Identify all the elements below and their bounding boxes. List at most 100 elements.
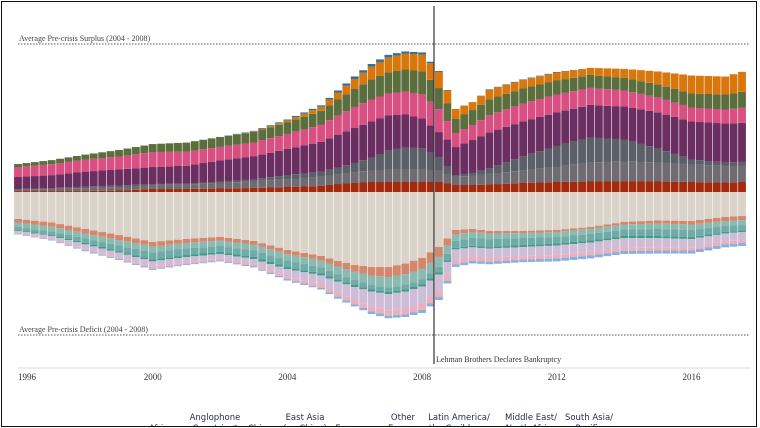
surplus-bar-africa	[224, 135, 233, 146]
surplus-bar-other-europe	[334, 184, 342, 192]
surplus-bar-china	[89, 171, 98, 187]
deficit-bar-latin-america-the-caribbean	[477, 247, 485, 258]
deficit-bar-other-europe	[190, 242, 199, 248]
surplus-bar-eurozone	[468, 172, 477, 176]
deficit-bar-other-europe	[342, 269, 351, 278]
deficit-bar-other-europe	[384, 277, 393, 288]
deficit-bar-eurozone	[392, 265, 401, 276]
deficit-bar-other-europe	[409, 271, 418, 283]
surplus-bar-east-asia-ex-china	[384, 169, 393, 183]
deficit-bar-africa	[241, 255, 250, 258]
deficit-bar-south-asia-pacific	[190, 263, 199, 265]
surplus-bar-middle-east-north-africa	[620, 90, 629, 107]
deficit-bar-middle-east-north-africa	[603, 231, 612, 239]
surplus-bar-latin-america-the-caribbean	[451, 108, 460, 119]
surplus-bar-middle-east-north-africa	[283, 133, 292, 149]
deficit-bar-latin-america-the-caribbean	[342, 284, 351, 297]
surplus-bar-china	[679, 119, 687, 157]
surplus-bar-other-europe	[98, 190, 107, 192]
surplus-bar-africa	[637, 81, 645, 94]
deficit-bar-africa	[679, 236, 687, 239]
surplus-bar-south-asia-pacific	[519, 79, 528, 80]
surplus-bar-other-europe	[679, 181, 687, 193]
deficit-bar-other-europe	[603, 226, 612, 232]
deficit-bar-other-europe	[460, 233, 469, 240]
deficit-bar-africa	[89, 244, 98, 247]
deficit-bar-east-asia-ex-china	[662, 247, 671, 251]
surplus-bar-africa	[98, 152, 107, 159]
surplus-bar-other-europe	[131, 189, 140, 192]
surplus-bar-east-asia-ex-china	[39, 189, 48, 192]
surplus-bar-middle-east-north-africa	[30, 165, 39, 177]
deficit-bar-africa	[721, 231, 730, 234]
surplus-bar-other-europe	[544, 182, 553, 192]
surplus-bar-africa	[679, 91, 687, 105]
deficit-bar-east-asia-ex-china	[519, 256, 528, 260]
surplus-bar-south-asia-pacific	[266, 125, 275, 126]
deficit-bar-south-asia-pacific	[376, 313, 384, 317]
surplus-bar-eurozone	[401, 147, 410, 170]
deficit-bar-other-europe	[308, 258, 317, 266]
surplus-bar-china	[182, 165, 191, 184]
deficit-bar-east-asia-ex-china	[131, 262, 140, 265]
deficit-bar-middle-east-north-africa	[207, 246, 216, 253]
deficit-bar-anglophone-countries	[359, 192, 368, 267]
surplus-bar-latin-america-the-caribbean	[325, 99, 334, 106]
surplus-bar-china	[325, 138, 334, 170]
surplus-bar-china	[426, 125, 435, 153]
surplus-bar-other-europe	[561, 181, 570, 193]
surplus-bar-eurozone	[30, 188, 39, 190]
surplus-bar-eurozone	[611, 138, 620, 162]
surplus-bar-other-europe	[224, 188, 233, 192]
surplus-bar-other-europe	[569, 181, 578, 192]
deficit-bar-south-asia-pacific	[207, 261, 216, 263]
surplus-bar-east-asia-ex-china	[687, 164, 696, 183]
deficit-bar-latin-america-the-caribbean	[586, 242, 595, 252]
deficit-bar-latin-america-the-caribbean	[578, 243, 586, 253]
surplus-bar-south-asia-pacific	[527, 77, 536, 79]
x-tick-label: 2000	[144, 372, 163, 382]
deficit-bar-anglophone-countries	[308, 192, 317, 255]
deficit-bar-latin-america-the-caribbean	[637, 238, 645, 248]
deficit-bar-eurozone	[182, 238, 191, 244]
deficit-bar-south-asia-pacific	[392, 315, 401, 318]
deficit-bar-latin-america-the-caribbean	[56, 238, 64, 242]
surplus-bar-eurozone	[578, 139, 586, 164]
deficit-bar-south-asia-pacific	[594, 254, 603, 258]
deficit-bar-latin-america-the-caribbean	[729, 232, 738, 241]
surplus-bar-africa	[603, 76, 612, 90]
surplus-bar-middle-east-north-africa	[527, 101, 536, 120]
surplus-bar-east-asia-ex-china	[578, 163, 586, 182]
deficit-bar-latin-america-the-caribbean	[620, 238, 629, 248]
surplus-bar-other-europe	[359, 182, 368, 192]
deficit-bar-south-asia-pacific	[670, 250, 679, 254]
deficit-bar-south-asia-pacific	[620, 251, 629, 254]
deficit-bar-eurozone	[696, 220, 704, 224]
surplus-bar-africa	[81, 154, 90, 160]
deficit-bar-middle-east-north-africa	[662, 229, 671, 237]
deficit-bar-east-asia-ex-china	[47, 238, 56, 240]
surplus-bar-africa	[207, 138, 216, 149]
deficit-bar-other-europe	[485, 233, 494, 240]
surplus-bar-middle-east-north-africa	[275, 136, 283, 151]
deficit-bar-anglophone-countries	[249, 192, 258, 242]
surplus-bar-east-asia-ex-china	[190, 184, 199, 189]
deficit-bar-latin-america-the-caribbean	[207, 254, 216, 260]
surplus-bar-africa	[148, 144, 157, 153]
surplus-bar-middle-east-north-africa	[342, 111, 351, 132]
surplus-bar-latin-america-the-caribbean	[376, 62, 384, 76]
deficit-bar-anglophone-countries	[460, 192, 469, 230]
surplus-bar-middle-east-north-africa	[249, 142, 258, 157]
deficit-bar-eurozone	[106, 233, 115, 239]
deficit-bar-eurozone	[628, 221, 637, 225]
deficit-bar-south-asia-pacific	[275, 275, 283, 278]
surplus-bar-africa	[359, 84, 368, 104]
deficit-bar-middle-east-north-africa	[384, 287, 393, 293]
deficit-bar-eurozone	[73, 227, 81, 232]
surplus-bar-other-europe	[603, 181, 612, 192]
deficit-bar-east-asia-ex-china	[190, 261, 199, 264]
deficit-bar-east-asia-ex-china	[493, 257, 502, 262]
surplus-bar-other-europe	[216, 188, 224, 192]
deficit-bar-eurozone	[704, 219, 713, 223]
